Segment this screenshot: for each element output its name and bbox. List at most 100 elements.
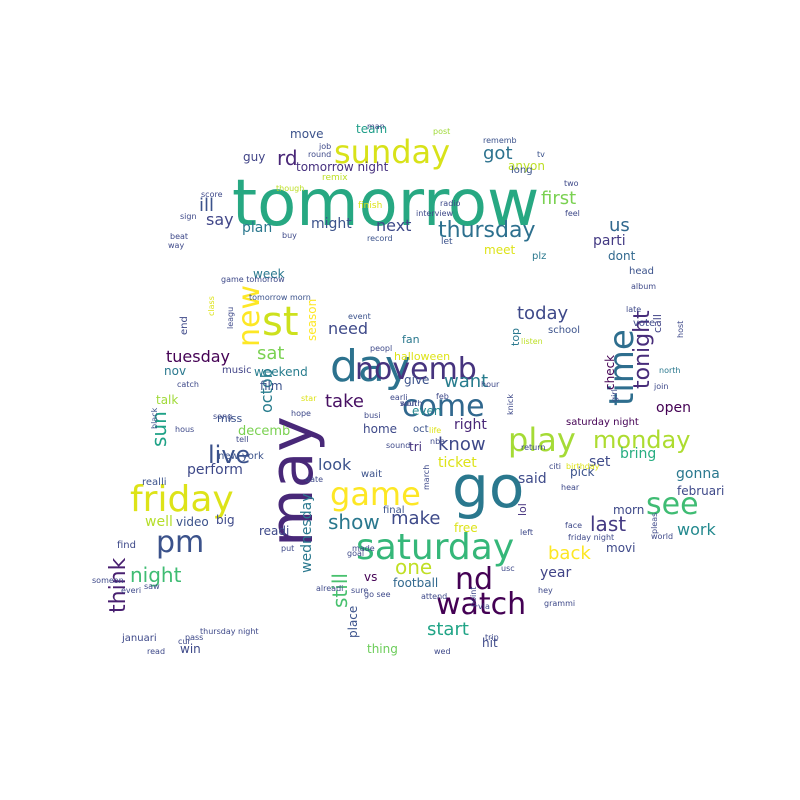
- word: weekend: [254, 365, 308, 379]
- word: tri: [409, 440, 422, 454]
- word: sign: [180, 212, 197, 221]
- word: pick: [570, 465, 595, 479]
- word: point: [469, 586, 478, 607]
- word: even: [412, 404, 442, 418]
- word: next: [376, 216, 412, 235]
- word: year: [540, 565, 572, 581]
- word: st: [262, 299, 299, 345]
- word: go: [452, 453, 525, 521]
- word: feb: [436, 392, 449, 401]
- word: sure: [351, 586, 369, 595]
- word: lol: [516, 503, 529, 517]
- word: game tomorrow: [221, 275, 285, 284]
- word: move: [290, 127, 324, 141]
- word: someon: [92, 576, 124, 585]
- word: goal: [347, 549, 365, 558]
- word: interview: [416, 209, 454, 218]
- word: girl: [610, 388, 619, 402]
- word: make: [391, 508, 441, 529]
- word: tell: [236, 435, 249, 444]
- word: won: [400, 399, 417, 408]
- word: come: [402, 389, 485, 424]
- word: tuesday: [166, 347, 231, 366]
- word: friday night: [568, 533, 615, 542]
- word: hit: [482, 636, 498, 650]
- word: nd: [455, 562, 494, 597]
- word: wait: [361, 469, 383, 480]
- word: final: [383, 505, 405, 516]
- word: well: [145, 514, 173, 530]
- word: plz: [532, 251, 547, 262]
- word: school: [548, 325, 581, 336]
- word: vote: [633, 318, 656, 329]
- word: dont: [608, 249, 636, 263]
- word: made: [352, 544, 375, 553]
- word: everi: [121, 586, 142, 595]
- word: north: [659, 366, 681, 375]
- word: today: [517, 303, 569, 324]
- word: guy: [243, 150, 266, 164]
- word: round: [308, 150, 332, 159]
- word: tomorrow night: [296, 160, 389, 174]
- word: go see: [364, 590, 391, 599]
- word: give: [404, 373, 430, 387]
- word: tomorrow: [232, 167, 540, 241]
- word: alreadi: [316, 584, 344, 593]
- word: oct: [413, 424, 429, 435]
- word: usc: [501, 564, 515, 573]
- word: saturday: [356, 527, 515, 568]
- word: saturday night: [566, 417, 639, 428]
- word: want: [444, 371, 489, 392]
- word: friday: [130, 479, 234, 520]
- word: nba: [430, 437, 446, 446]
- word: song: [213, 412, 233, 421]
- word: earli: [390, 393, 408, 402]
- word: sunday: [334, 133, 451, 171]
- word: see: [646, 487, 699, 522]
- word: thursday night: [200, 627, 259, 636]
- word: head: [629, 266, 654, 277]
- word: got: [483, 143, 513, 164]
- word: pass: [185, 633, 204, 642]
- word: right: [454, 417, 487, 433]
- word: might: [311, 216, 352, 232]
- word: check: [603, 354, 617, 390]
- word: win: [180, 642, 201, 656]
- word: film: [260, 379, 283, 393]
- word: wednesday: [299, 493, 315, 574]
- word: end: [179, 315, 190, 335]
- word: februari: [677, 484, 725, 498]
- word: need: [328, 319, 368, 338]
- word: parti: [593, 233, 626, 249]
- word: black: [150, 407, 159, 429]
- word: week: [253, 267, 285, 281]
- word: show: [328, 510, 380, 534]
- word: meet: [484, 243, 516, 257]
- word: via: [478, 602, 490, 611]
- word: new york: [218, 451, 264, 462]
- word: talk: [156, 393, 179, 407]
- word: radio: [440, 199, 461, 208]
- word: pleas: [650, 512, 659, 534]
- word: open: [656, 400, 691, 416]
- word: day: [330, 341, 411, 392]
- word: return: [521, 443, 546, 452]
- word: face: [565, 521, 583, 530]
- word: thing: [367, 642, 398, 656]
- word: rd: [277, 146, 298, 170]
- word: work: [677, 520, 716, 539]
- word: football: [393, 576, 439, 590]
- word: fan: [402, 333, 420, 346]
- word: man: [367, 122, 385, 131]
- word: movi: [606, 541, 636, 555]
- word: decemb: [238, 424, 291, 439]
- word: let: [441, 237, 453, 247]
- word: take: [325, 391, 364, 412]
- word: watch: [436, 587, 527, 622]
- word: star: [301, 394, 317, 403]
- word: hous: [175, 425, 195, 434]
- word: monday: [593, 426, 691, 454]
- word: hope: [291, 409, 311, 418]
- word: hey: [538, 586, 553, 595]
